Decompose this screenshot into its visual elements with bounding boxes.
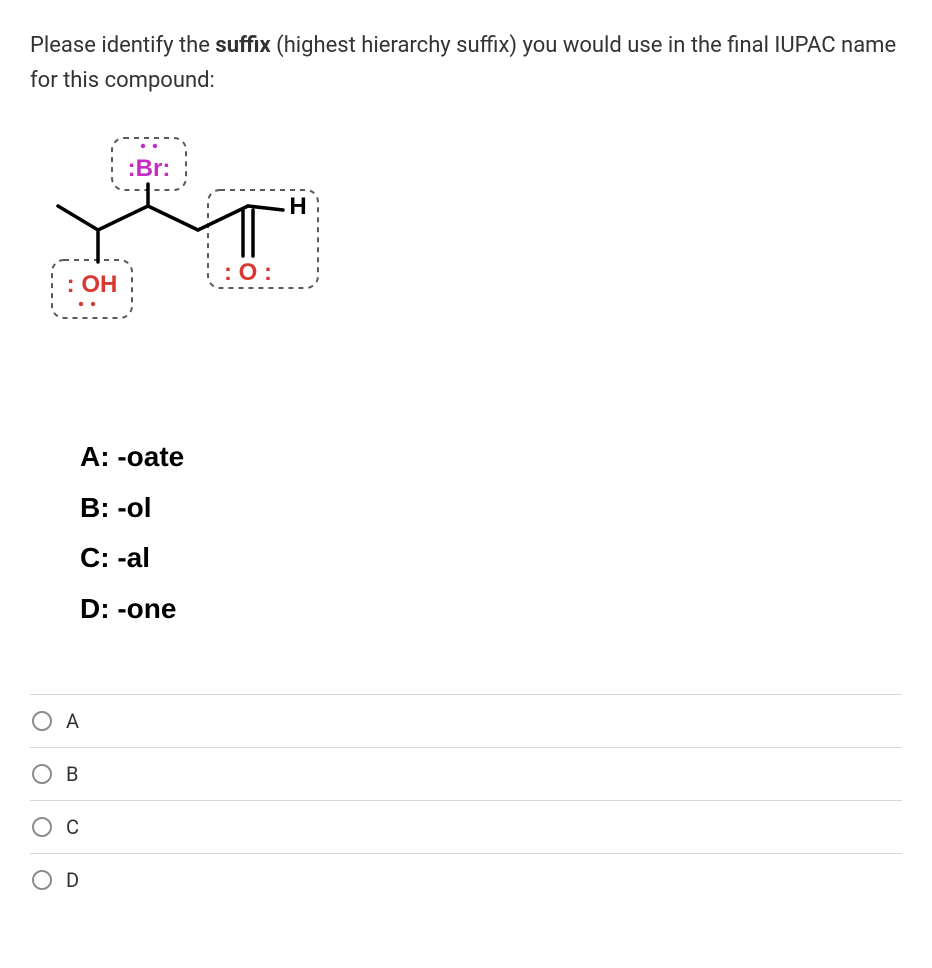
lonepair-dot [141,144,145,148]
answer-key: A: -oate B: -ol C: -al D: -one [80,432,902,634]
lonepair-dot [91,302,95,306]
radio-icon[interactable] [32,870,52,890]
option-c[interactable]: C [30,800,902,853]
o-label: : O : [224,259,272,286]
option-d[interactable]: D [30,853,902,906]
molecule-structure: :Br: : OH : O : H [40,128,902,362]
h-label: H [289,193,306,220]
bond [198,206,248,230]
answer-key-a: A: -oate [80,432,902,482]
bond [98,206,148,230]
option-label: C [66,815,79,839]
radio-icon[interactable] [32,764,52,784]
radio-icon[interactable] [32,711,52,731]
bond [148,206,198,230]
option-label: B [66,762,78,786]
answer-key-c: C: -al [80,533,902,583]
oh-label: : OH [67,271,118,298]
option-label: A [66,709,79,733]
answer-key-d: D: -one [80,584,902,634]
br-label: :Br: [128,155,171,182]
question-prefix: Please identify the [30,33,215,58]
lonepair-dot [153,144,157,148]
answer-key-b: B: -ol [80,483,902,533]
option-a[interactable]: A [30,694,902,747]
lonepair-dot [79,302,83,306]
option-b[interactable]: B [30,747,902,800]
options-list: A B C D [30,694,902,906]
question-stem: Please identify the suffix (highest hier… [30,28,902,98]
radio-icon[interactable] [32,817,52,837]
option-label: D [66,868,79,892]
question-bold: suffix [215,33,270,58]
bond [58,206,98,230]
